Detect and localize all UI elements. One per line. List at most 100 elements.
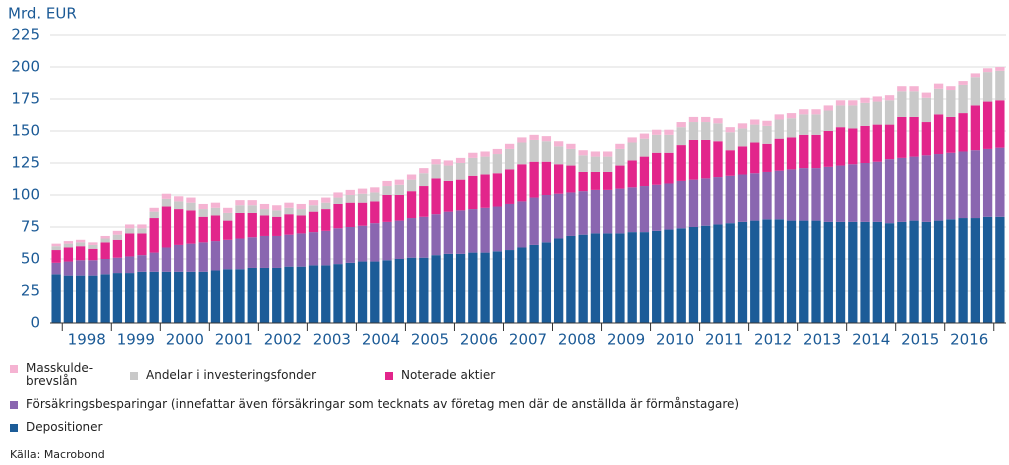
- x-tick-label: 2000: [166, 331, 204, 349]
- y-tick-label: 200: [11, 58, 40, 76]
- bar-segment: [443, 160, 453, 166]
- bar-segment: [223, 269, 233, 323]
- bar-segment: [786, 118, 797, 138]
- bar-segment: [198, 203, 208, 210]
- bar-segment: [149, 218, 159, 253]
- bar-segment: [455, 210, 466, 254]
- bar-segment: [468, 157, 478, 176]
- bar-segment: [848, 128, 858, 165]
- bar-segment: [676, 145, 686, 181]
- bar-segment: [725, 223, 735, 323]
- bar-segment: [333, 203, 343, 229]
- bar-segment: [370, 261, 380, 323]
- bar-segment: [664, 129, 674, 135]
- bar-segment: [370, 223, 380, 262]
- bar-segment: [137, 224, 147, 229]
- bar-segment: [419, 216, 429, 258]
- bar-segment: [443, 180, 453, 212]
- bar-segment: [970, 77, 981, 106]
- bar-segment: [198, 242, 208, 272]
- bar-segment: [174, 209, 184, 245]
- bar-segment: [541, 141, 552, 162]
- bar-segment: [823, 105, 833, 111]
- bar-segment: [897, 91, 907, 117]
- bar-segment: [566, 143, 576, 149]
- bar-segment: [529, 197, 539, 245]
- y-tick-label: 0: [30, 314, 40, 332]
- legend-item: Depositioner: [10, 421, 910, 434]
- bar-segment: [174, 244, 184, 272]
- x-tick-label: 2012: [754, 331, 792, 349]
- bar-segment: [75, 239, 86, 243]
- bar-segment: [774, 138, 784, 171]
- bar-segment: [750, 173, 760, 221]
- bar-segment: [259, 209, 270, 216]
- bar-segment: [713, 118, 723, 124]
- x-tick-label: 2013: [803, 331, 841, 349]
- bar-segment: [590, 233, 601, 323]
- bar-segment: [492, 251, 503, 323]
- bar-segment: [210, 270, 221, 323]
- bar-segment: [860, 97, 870, 103]
- bar-segment: [909, 220, 919, 323]
- bar-segment: [75, 246, 86, 261]
- x-tick-label: 2005: [411, 331, 449, 349]
- bar-segment: [88, 275, 98, 323]
- bar-segment: [308, 232, 319, 266]
- bar-segment: [161, 198, 172, 207]
- bar-segment: [603, 151, 613, 157]
- bar-segment: [394, 259, 404, 323]
- bar-segment: [504, 203, 515, 251]
- bar-segment: [921, 92, 931, 98]
- bar-segment: [786, 113, 797, 119]
- bar-segment: [639, 138, 650, 157]
- bar-segment: [652, 230, 662, 323]
- bar-segment: [186, 243, 196, 272]
- bar-segment: [296, 209, 306, 216]
- legend-swatch: [385, 372, 393, 380]
- bar-segment: [786, 220, 797, 323]
- bar-segment: [933, 88, 944, 115]
- bar-segment: [897, 221, 907, 323]
- bar-segment: [296, 215, 306, 234]
- bar-segment: [333, 228, 343, 265]
- bar-segment: [112, 257, 123, 274]
- bar-segment: [627, 187, 637, 233]
- bar-segment: [578, 171, 588, 192]
- bar-segment: [884, 95, 895, 101]
- bar-segment: [529, 134, 539, 140]
- legend-label: Depositioner: [26, 420, 103, 434]
- bar-segment: [799, 168, 809, 221]
- bar-segment: [835, 127, 846, 166]
- bar-segment: [284, 234, 294, 267]
- bar-segment: [75, 275, 86, 323]
- y-tick-label: 50: [21, 250, 40, 268]
- bar-segment: [970, 218, 981, 323]
- bar-segment: [174, 196, 184, 202]
- bar-segment: [247, 200, 257, 206]
- bar-segment: [492, 148, 503, 155]
- bar-segment: [296, 266, 306, 323]
- bar-segment: [247, 212, 257, 238]
- bar-segment: [688, 179, 699, 227]
- bar-segment: [296, 203, 306, 210]
- bar-segment: [946, 219, 956, 323]
- bar-segment: [823, 131, 833, 167]
- bar-segment: [504, 250, 515, 323]
- bar-segment: [259, 203, 270, 210]
- bar-segment: [455, 253, 466, 323]
- bar-segment: [872, 221, 882, 323]
- y-tick-label: 150: [11, 122, 40, 140]
- bar-segment: [750, 119, 760, 125]
- bar-segment: [517, 164, 527, 202]
- bar-segment: [639, 133, 650, 139]
- bar-segment: [615, 188, 625, 234]
- bar-segment: [125, 224, 135, 229]
- bar-segment: [370, 201, 380, 224]
- bar-segment: [982, 148, 993, 217]
- bar-segment: [431, 178, 441, 215]
- legend-label: Andelar i investeringsfonder: [146, 368, 317, 382]
- legend-label: Försäkringsbesparingar (innefattar även …: [26, 397, 740, 411]
- bar-segment: [688, 227, 699, 323]
- bar-segment: [345, 227, 355, 263]
